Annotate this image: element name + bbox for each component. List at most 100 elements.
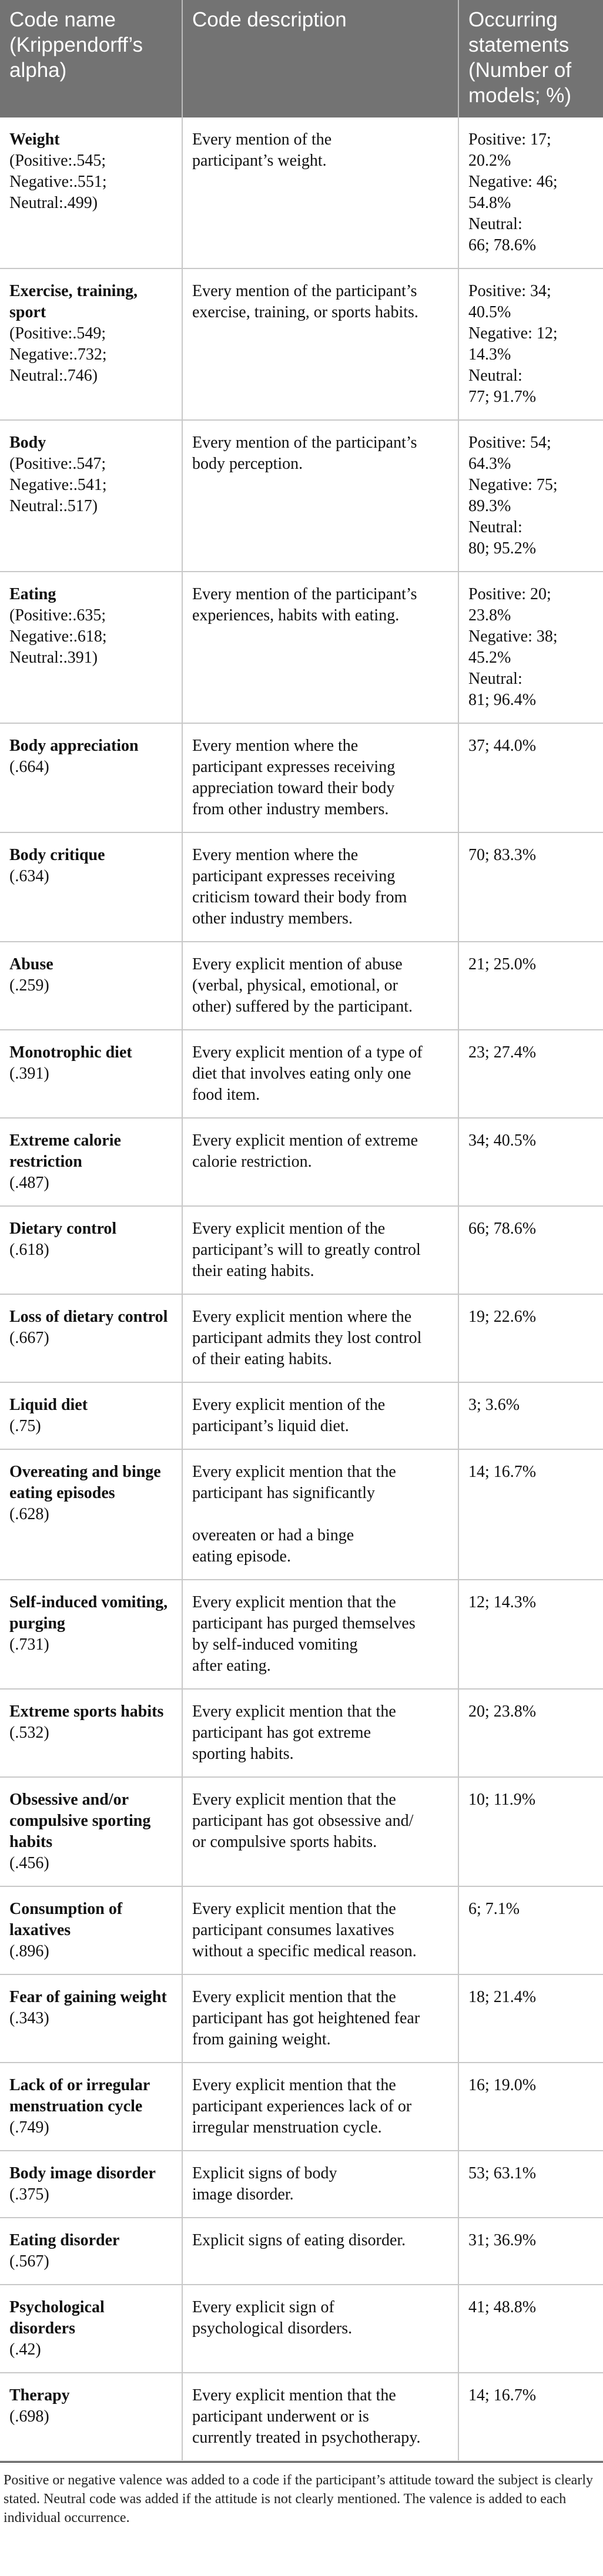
occurrence-line: 12; 14.3%: [468, 1593, 537, 1611]
table-row: Extreme calorie restriction (.487) Every e…: [0, 1118, 603, 1207]
code-name-cell: Fear of gaining weight (.343): [0, 1974, 183, 2063]
code-name: Extreme calorie restriction: [9, 1131, 121, 1171]
code-description-cell: Every mention of the participant’s weight…: [182, 117, 459, 269]
code-name: Psychological disorders: [9, 2298, 105, 2337]
occurrence-line: 23; 27.4%: [468, 1043, 537, 1062]
code-name-cell: Consumption of laxatives (.896): [0, 1886, 183, 1975]
table-row: Exercise, training, sport (Positive:.549;…: [0, 268, 603, 421]
table-row: Body critique (.634) Every mention where t…: [0, 832, 603, 942]
description-line: participant has got obsessive and/: [192, 1812, 414, 1830]
occurrence-line: 70; 83.3%: [468, 846, 537, 864]
code-name-cell: Eating (Positive:.635; Negative:.618; Neutr…: [0, 572, 183, 724]
description-line: participant admits they lost control: [192, 1329, 422, 1347]
description-line: participant’s weight.: [192, 152, 327, 170]
code-description-cell: Every mention where the participant expre…: [182, 832, 459, 942]
code-name: Body critique: [9, 846, 105, 864]
occurrence-line: Neutral:: [468, 670, 522, 688]
header-code-name: Code name (Krippendorff’s alpha): [0, 0, 183, 117]
code-name-cell: Body appreciation (.664): [0, 723, 183, 833]
code-name: Eating: [9, 585, 56, 603]
code-description-cell: Every explicit mention that the participa…: [182, 1886, 459, 1975]
krippendorff-alpha: (.42): [9, 2340, 41, 2359]
description-line: participant has purged themselves: [192, 1614, 416, 1633]
occurrence-line: 53; 63.1%: [468, 2164, 537, 2182]
description-line: Every mention of the participant’s: [192, 585, 417, 603]
header-occurring-statements: Occurring statements (Number of models; …: [458, 0, 603, 117]
krippendorff-alpha: (.532): [9, 1724, 49, 1742]
occurring-statements-cell: 31; 36.9%: [458, 2218, 603, 2285]
code-name-cell: Monotrophic diet (.391): [0, 1030, 183, 1119]
table-row: Psychological disorders (.42) Every explic…: [0, 2285, 603, 2373]
description-line: participant’s will to greatly control: [192, 1241, 421, 1259]
code-name-cell: Overeating and binge eating episodes (.62…: [0, 1449, 183, 1580]
code-name: Overeating and binge eating episodes: [9, 1463, 161, 1502]
occurring-statements-cell: Positive: 17; 20.2% Negative: 46; 54.8% Neut…: [458, 117, 603, 269]
code-name-cell: Lack of or irregular menstruation cycle (…: [0, 2063, 183, 2151]
code-name: Consumption of laxatives: [9, 1900, 123, 1939]
code-name: Liquid diet: [9, 1396, 88, 1414]
occurrence-line: 66; 78.6%: [468, 1220, 537, 1238]
code-name: Monotrophic diet: [9, 1043, 132, 1062]
table-header: Code name (Krippendorff’s alpha) Code de…: [0, 0, 603, 117]
code-description-cell: Every explicit sign of psychological diso…: [182, 2285, 459, 2373]
krippendorff-alpha: (Positive:.545;: [9, 152, 106, 170]
table-row: Fear of gaining weight (.343) Every explic…: [0, 1974, 603, 2063]
occurrence-line: 10; 11.9%: [468, 1791, 536, 1809]
description-line: food item.: [192, 1086, 260, 1104]
description-line: Every explicit mention of the: [192, 1220, 386, 1238]
code-description-cell: Every explicit mention that the participa…: [182, 1974, 459, 2063]
occurrence-line: 81; 96.4%: [468, 691, 537, 709]
occurring-statements-cell: 70; 83.3%: [458, 832, 603, 942]
occurring-statements-cell: 21; 25.0%: [458, 942, 603, 1030]
krippendorff-alpha: (.628): [9, 1505, 49, 1523]
occurrence-line: Negative: 12;: [468, 324, 558, 342]
description-line: of their eating habits.: [192, 1350, 332, 1368]
description-line: Every explicit mention that the: [192, 1900, 396, 1918]
description-line: Explicit signs of body: [192, 2164, 337, 2182]
description-line: criticism toward their body from: [192, 888, 407, 906]
occurrence-line: 16; 19.0%: [468, 2076, 537, 2094]
description-line: Every explicit mention where the: [192, 1308, 412, 1326]
code-name-cell: Self-induced vomiting, purging (.731): [0, 1580, 183, 1690]
description-line: participant’s liquid diet.: [192, 1417, 349, 1435]
krippendorff-alpha: (.667): [9, 1329, 49, 1347]
occurrence-line: 18; 21.4%: [468, 1988, 537, 2006]
occurrence-line: 3; 3.6%: [468, 1396, 520, 1414]
description-line: appreciation toward their body: [192, 779, 395, 797]
occurrence-line: Positive: 54;: [468, 434, 551, 452]
krippendorff-alpha: (.456): [9, 1854, 49, 1872]
occurrence-line: 20.2%: [468, 152, 511, 170]
code-name-cell: Extreme sports habits (.532): [0, 1689, 183, 1778]
code-description-cell: Every mention where the participant expre…: [182, 723, 459, 833]
krippendorff-alpha: Negative:.551;: [9, 173, 107, 191]
krippendorff-alpha: (.391): [9, 1064, 49, 1083]
code-name-cell: Psychological disorders (.42): [0, 2285, 183, 2373]
description-line: from gaining weight.: [192, 2030, 331, 2048]
krippendorff-alpha: Neutral:.499): [9, 194, 98, 212]
description-line: experiences, habits with eating.: [192, 606, 400, 624]
krippendorff-alpha: Neutral:.746): [9, 367, 98, 385]
krippendorff-alpha: Neutral:.391): [9, 649, 98, 667]
krippendorff-alpha: (.259): [9, 976, 49, 995]
description-line: participant experiences lack of or: [192, 2097, 412, 2115]
code-name: Exercise, training, sport: [9, 282, 138, 321]
code-name: Body appreciation: [9, 737, 139, 755]
occurring-statements-cell: 16; 19.0%: [458, 2063, 603, 2151]
description-line: Every explicit mention that the: [192, 2076, 396, 2094]
krippendorff-alpha: (.567): [9, 2252, 49, 2271]
krippendorff-alpha: (.896): [9, 1942, 49, 1960]
occurring-statements-cell: 14; 16.7%: [458, 2373, 603, 2461]
krippendorff-alpha: (.698): [9, 2407, 49, 2426]
description-line: diet that involves eating only one: [192, 1064, 411, 1083]
description-line: Every explicit mention that the: [192, 1593, 396, 1611]
krippendorff-alpha: (.343): [9, 2009, 49, 2027]
code-name: Dietary control: [9, 1220, 117, 1238]
table-row: Lack of or irregular menstruation cycle (…: [0, 2063, 603, 2151]
occurring-statements-cell: Positive: 54; 64.3% Negative: 75; 89.3% Neut…: [458, 420, 603, 572]
description-line: after eating.: [192, 1657, 271, 1675]
description-line: Every explicit mention of extreme: [192, 1131, 418, 1150]
occurrence-line: 77; 91.7%: [468, 388, 537, 406]
code-name: Obsessive and/or compulsive sporting hab…: [9, 1791, 151, 1851]
table-footnote: Positive or negative valence was added t…: [0, 2461, 603, 2527]
description-line: currently treated in psychotherapy.: [192, 2429, 421, 2447]
